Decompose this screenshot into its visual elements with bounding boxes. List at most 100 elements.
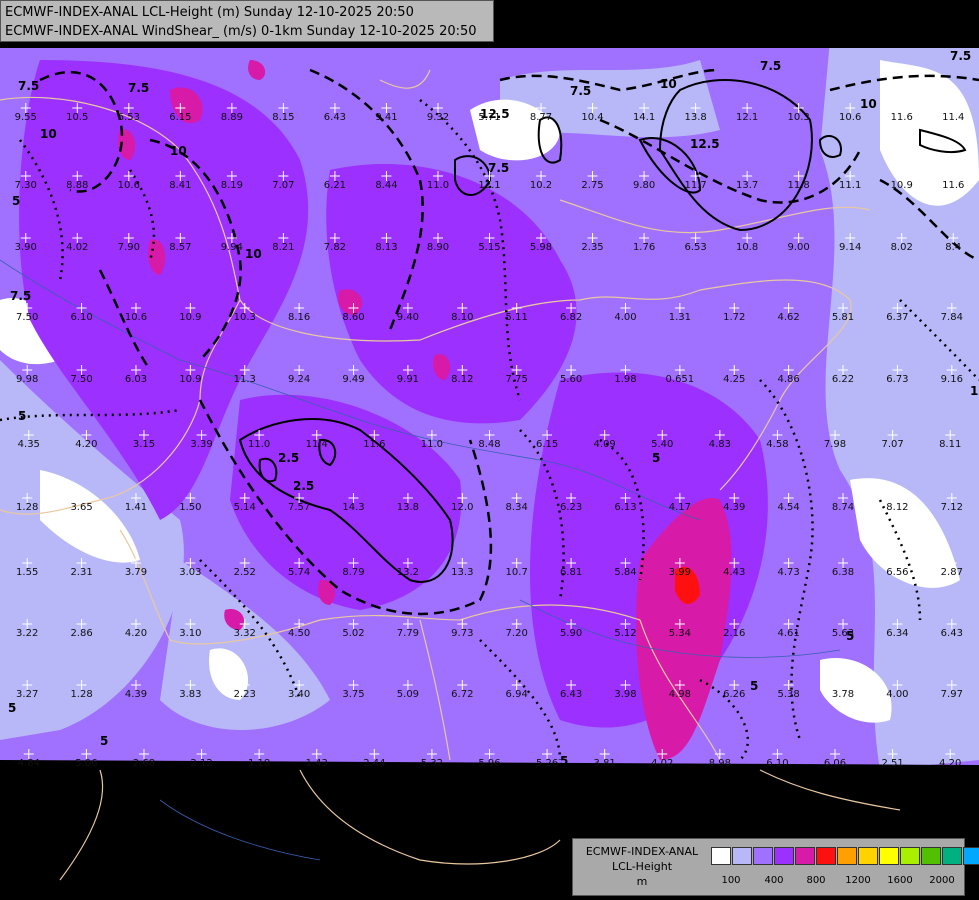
station-marker xyxy=(484,103,495,113)
station-marker xyxy=(138,430,149,440)
station-marker xyxy=(239,365,250,375)
station-value: 2.35 xyxy=(581,242,603,253)
windshear-contours xyxy=(0,68,979,761)
station-value: 5.11 xyxy=(506,312,528,323)
station-value: 5.32 xyxy=(421,758,443,769)
station-value: 2.86 xyxy=(70,628,92,639)
station-value: 8.11 xyxy=(939,439,961,450)
station-marker xyxy=(138,749,149,759)
station-marker xyxy=(511,303,522,313)
station-marker xyxy=(729,680,740,690)
station-value: 8.57 xyxy=(169,242,191,253)
station-marker xyxy=(793,171,804,181)
station-marker xyxy=(457,303,468,313)
station-value: 5.14 xyxy=(234,502,256,513)
station-marker xyxy=(130,303,141,313)
station-value: 7.97 xyxy=(941,689,963,700)
station-value: 6.10 xyxy=(70,312,92,323)
station-marker xyxy=(76,558,87,568)
station-marker xyxy=(348,680,359,690)
station-value: 9.80 xyxy=(633,180,655,191)
station-value: 4.02 xyxy=(66,242,88,253)
station-marker xyxy=(587,171,598,181)
station-marker xyxy=(945,430,956,440)
color-legend: ECMWF-INDEX-ANAL LCL-Height m 100 400 800 1… xyxy=(572,838,979,896)
contour-label: 5 xyxy=(18,409,26,423)
station-marker xyxy=(599,749,610,759)
station-value: 10.6 xyxy=(839,112,861,123)
station-value: 7.57 xyxy=(288,502,310,513)
station-value: 1.72 xyxy=(723,312,745,323)
station-value: 13.8 xyxy=(397,502,419,513)
station-marker xyxy=(22,558,33,568)
station-marker xyxy=(896,171,907,181)
legend-tick-label: 400 xyxy=(764,875,784,886)
contour-label: 2.5 xyxy=(293,479,314,493)
station-value: 5.09 xyxy=(397,689,419,700)
station-marker xyxy=(196,749,207,759)
contour-label: 10 xyxy=(970,384,979,398)
station-marker xyxy=(536,233,547,243)
station-marker xyxy=(457,365,468,375)
station-marker xyxy=(742,233,753,243)
station-value: 6.15 xyxy=(169,112,191,123)
station-value: 6.56 xyxy=(886,567,908,578)
station-value: 11.6 xyxy=(942,180,964,191)
station-marker xyxy=(130,558,141,568)
station-value: 1.28 xyxy=(16,502,38,513)
station-marker xyxy=(484,749,495,759)
station-value: 8.77 xyxy=(530,112,552,123)
station-marker xyxy=(239,558,250,568)
station-marker xyxy=(294,493,305,503)
station-marker xyxy=(402,365,413,375)
legend-swatch xyxy=(879,847,899,865)
station-marker xyxy=(369,749,380,759)
station-marker xyxy=(511,365,522,375)
station-value: 11.1 xyxy=(839,180,861,191)
station-marker xyxy=(76,365,87,375)
station-marker xyxy=(22,365,33,375)
station-value: 8.19 xyxy=(221,180,243,191)
legend-title: ECMWF-INDEX-ANAL LCL-Height m xyxy=(577,844,707,889)
station-value: 5.34 xyxy=(669,628,691,639)
station-marker xyxy=(22,619,33,629)
station-value: 7.84 xyxy=(941,312,963,323)
contour-label: 7.5 xyxy=(18,79,39,93)
contour-label: 5 xyxy=(12,194,20,208)
station-marker xyxy=(484,233,495,243)
station-marker xyxy=(457,680,468,690)
station-marker xyxy=(511,493,522,503)
station-value: 7.07 xyxy=(881,439,903,450)
station-value: 3.83 xyxy=(179,689,201,700)
station-marker xyxy=(185,680,196,690)
station-value: 10.4 xyxy=(581,112,603,123)
station-value: 9.14 xyxy=(839,242,861,253)
station-value: 6.94 xyxy=(506,689,528,700)
legend-tick-label: 100 xyxy=(721,875,741,886)
station-marker xyxy=(783,619,794,629)
station-marker xyxy=(196,430,207,440)
station-marker xyxy=(566,680,577,690)
station-value: 1.28 xyxy=(70,689,92,700)
station-marker xyxy=(830,749,841,759)
legend-ticks: 100 400 800 1200 1600 2000 xyxy=(711,875,961,889)
contour-label: 10 xyxy=(660,77,677,91)
station-marker xyxy=(892,558,903,568)
station-marker xyxy=(348,619,359,629)
contour-label: 5 xyxy=(8,701,16,715)
station-marker xyxy=(896,103,907,113)
station-value: 4.86 xyxy=(778,374,800,385)
station-value: 4.39 xyxy=(723,502,745,513)
station-marker xyxy=(892,619,903,629)
station-marker xyxy=(511,619,522,629)
station-value: 11.0 xyxy=(421,439,443,450)
station-value: 4.00 xyxy=(614,312,636,323)
station-value: 10.9 xyxy=(179,312,201,323)
station-value: 13.7 xyxy=(736,180,758,191)
station-marker xyxy=(838,558,849,568)
station-marker xyxy=(845,103,856,113)
station-marker xyxy=(294,365,305,375)
legend-tick-label: 800 xyxy=(806,875,826,886)
station-marker xyxy=(838,680,849,690)
station-value: 3.65 xyxy=(70,502,92,513)
